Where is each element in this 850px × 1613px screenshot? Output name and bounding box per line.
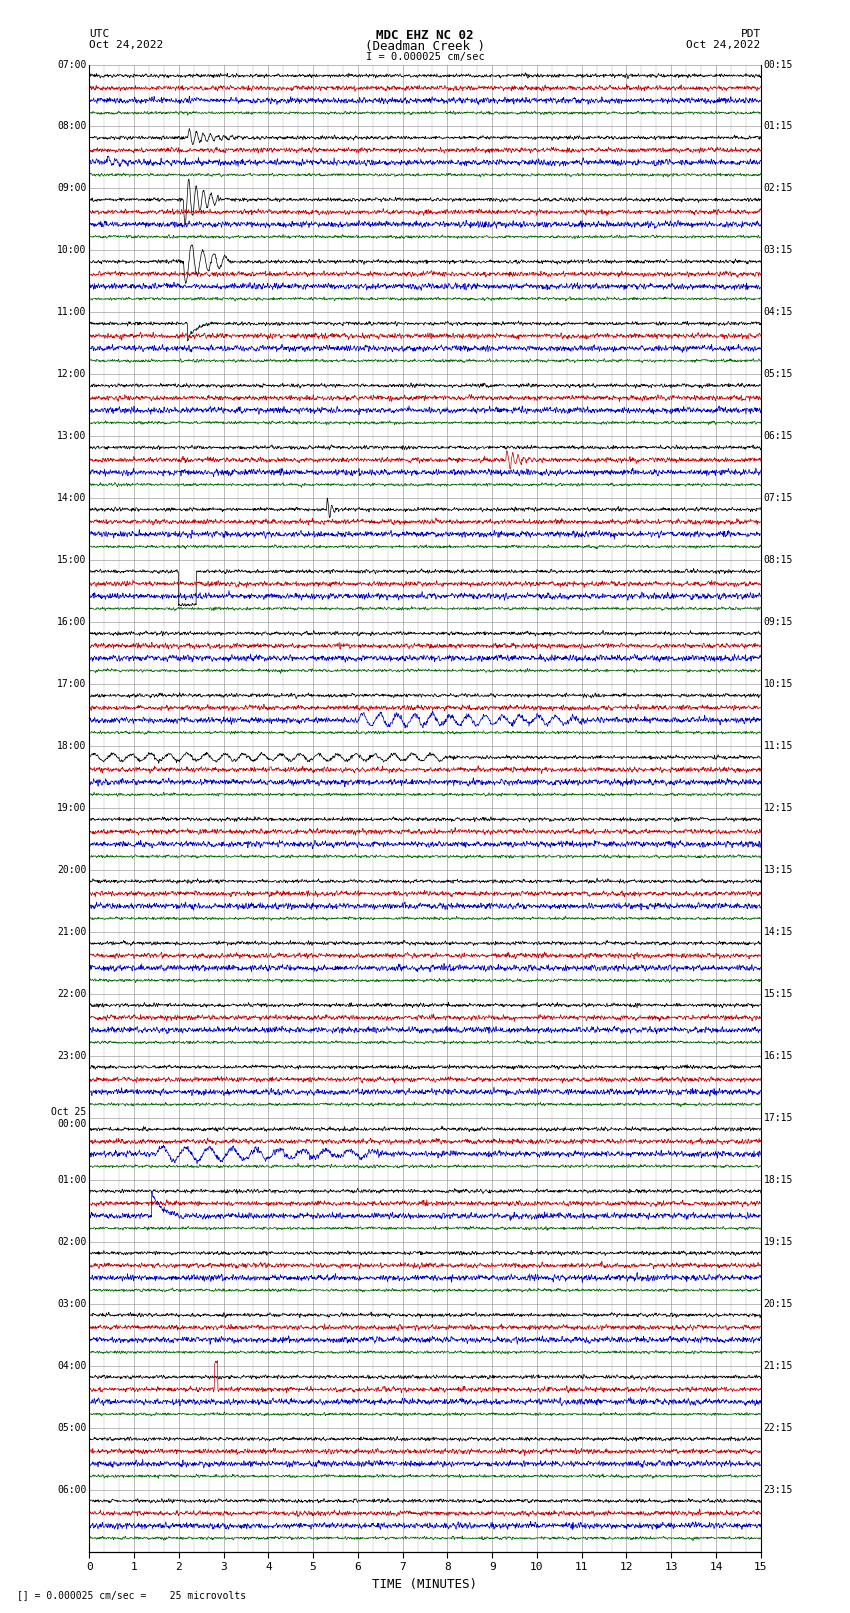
Text: Oct 24,2022: Oct 24,2022 bbox=[687, 40, 761, 50]
Text: UTC: UTC bbox=[89, 29, 110, 39]
X-axis label: TIME (MINUTES): TIME (MINUTES) bbox=[372, 1578, 478, 1590]
Text: I = 0.000025 cm/sec: I = 0.000025 cm/sec bbox=[366, 52, 484, 61]
Text: PDT: PDT bbox=[740, 29, 761, 39]
Text: MDC EHZ NC 02: MDC EHZ NC 02 bbox=[377, 29, 473, 42]
Text: Oct 24,2022: Oct 24,2022 bbox=[89, 40, 163, 50]
Text: (Deadman Creek ): (Deadman Creek ) bbox=[365, 40, 485, 53]
Text: [] = 0.000025 cm/sec =    25 microvolts: [] = 0.000025 cm/sec = 25 microvolts bbox=[17, 1590, 246, 1600]
